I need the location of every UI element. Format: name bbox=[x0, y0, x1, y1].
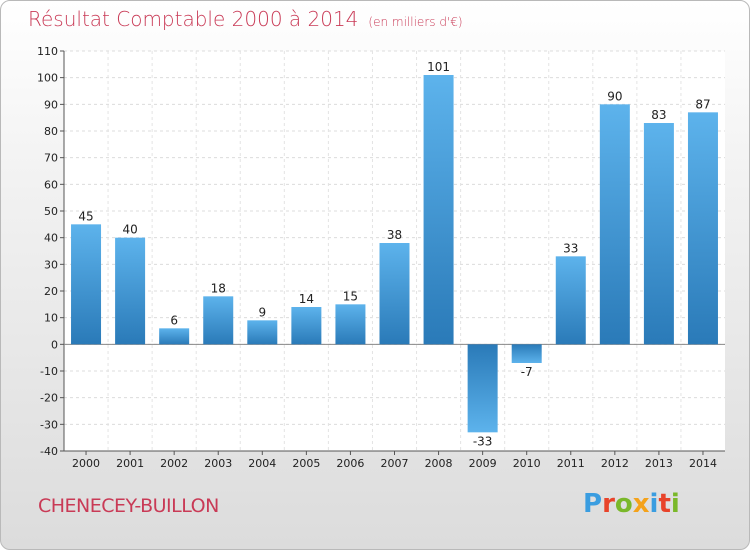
data-label: -33 bbox=[473, 434, 493, 448]
data-label: 87 bbox=[695, 97, 710, 111]
data-label: 6 bbox=[170, 313, 178, 327]
data-label: 101 bbox=[427, 60, 450, 74]
data-label: 9 bbox=[258, 305, 266, 319]
data-label: 90 bbox=[607, 89, 622, 103]
data-label: 83 bbox=[651, 108, 666, 122]
y-tick-label: 30 bbox=[44, 258, 58, 271]
x-tick-label: 2008 bbox=[425, 457, 453, 470]
y-tick-label: 50 bbox=[44, 205, 58, 218]
x-tick-label: 2011 bbox=[557, 457, 585, 470]
x-tick-label: 2009 bbox=[469, 457, 497, 470]
logo-letter: x bbox=[632, 489, 650, 519]
data-label: 18 bbox=[211, 281, 226, 295]
y-tick-label: -30 bbox=[40, 418, 58, 431]
x-tick-label: 2000 bbox=[72, 457, 100, 470]
data-label: 40 bbox=[122, 223, 137, 237]
y-tick-label: 0 bbox=[51, 338, 58, 351]
y-tick-label: 90 bbox=[44, 98, 58, 111]
bars bbox=[71, 75, 718, 433]
y-tick-label: 100 bbox=[37, 72, 58, 85]
logo-letter: i bbox=[670, 489, 680, 519]
bar-2012 bbox=[599, 104, 630, 345]
bar-2008 bbox=[423, 75, 454, 345]
bar-2007 bbox=[379, 243, 410, 345]
bar-2002 bbox=[159, 328, 190, 345]
x-tick-label: 2013 bbox=[645, 457, 673, 470]
commune-name: CHENECEY-BUILLON bbox=[38, 495, 219, 517]
chart-title-text: Résultat Comptable 2000 à 2014 bbox=[28, 7, 359, 31]
x-tick-label: 2001 bbox=[116, 457, 144, 470]
y-tick-label: -40 bbox=[40, 445, 58, 458]
y-tick-label: 60 bbox=[44, 178, 58, 191]
data-labels: 45 40 6 18 9 14 15 38 101 -33 -7 33 90 83 87 bbox=[78, 60, 710, 448]
y-tick-label: -20 bbox=[40, 392, 58, 405]
logo-letter: P bbox=[583, 489, 603, 519]
y-tick-label: 20 bbox=[44, 285, 58, 298]
data-label: -7 bbox=[521, 365, 533, 379]
x-tick-label: 2010 bbox=[513, 457, 541, 470]
proxiti-logo[interactable]: Proxiti bbox=[583, 489, 680, 519]
bar-2010 bbox=[511, 344, 542, 363]
logo-letter: t bbox=[658, 489, 671, 519]
y-tick-label: 70 bbox=[44, 152, 58, 165]
bar-2001 bbox=[115, 237, 146, 345]
x-tick-label: 2003 bbox=[204, 457, 232, 470]
bar-2009 bbox=[467, 344, 498, 433]
data-label: 33 bbox=[563, 241, 578, 255]
x-tick-label: 2006 bbox=[336, 457, 364, 470]
y-tick-label: -10 bbox=[40, 365, 58, 378]
x-tick-label: 2005 bbox=[292, 457, 320, 470]
x-tick-label: 2007 bbox=[381, 457, 409, 470]
data-label: 15 bbox=[343, 289, 358, 303]
chart-subtitle: (en milliers d'€) bbox=[368, 15, 463, 29]
axes: -40 -30 -20 -10 0 10 20 30 40 50 60 70 80 90 100 110 200… bbox=[37, 45, 725, 470]
x-tick-label: 2004 bbox=[248, 457, 276, 470]
bar-2004 bbox=[247, 320, 278, 345]
bar-2003 bbox=[203, 296, 234, 345]
y-tick-label: 10 bbox=[44, 312, 58, 325]
x-tick-label: 2002 bbox=[160, 457, 188, 470]
bar-2006 bbox=[335, 304, 366, 345]
bar-2014 bbox=[687, 112, 718, 345]
bar-2000 bbox=[71, 224, 102, 345]
x-tick-label: 2014 bbox=[689, 457, 717, 470]
logo-letter: o bbox=[614, 489, 633, 519]
bar-2011 bbox=[555, 256, 586, 345]
y-tick-label: 110 bbox=[37, 45, 58, 58]
grid-lines bbox=[64, 50, 725, 452]
data-label: 45 bbox=[78, 209, 93, 223]
bar-2005 bbox=[291, 307, 322, 345]
y-tick-label: 40 bbox=[44, 232, 58, 245]
data-label: 14 bbox=[299, 292, 314, 306]
bar-2013 bbox=[643, 123, 674, 345]
y-tick-label: 80 bbox=[44, 125, 58, 138]
logo-letter: i bbox=[649, 489, 659, 519]
chart-title: Résultat Comptable 2000 à 2014 (en millie… bbox=[28, 7, 463, 31]
x-tick-label: 2012 bbox=[601, 457, 629, 470]
logo-letter: r bbox=[602, 489, 615, 519]
data-label: 38 bbox=[387, 228, 402, 242]
